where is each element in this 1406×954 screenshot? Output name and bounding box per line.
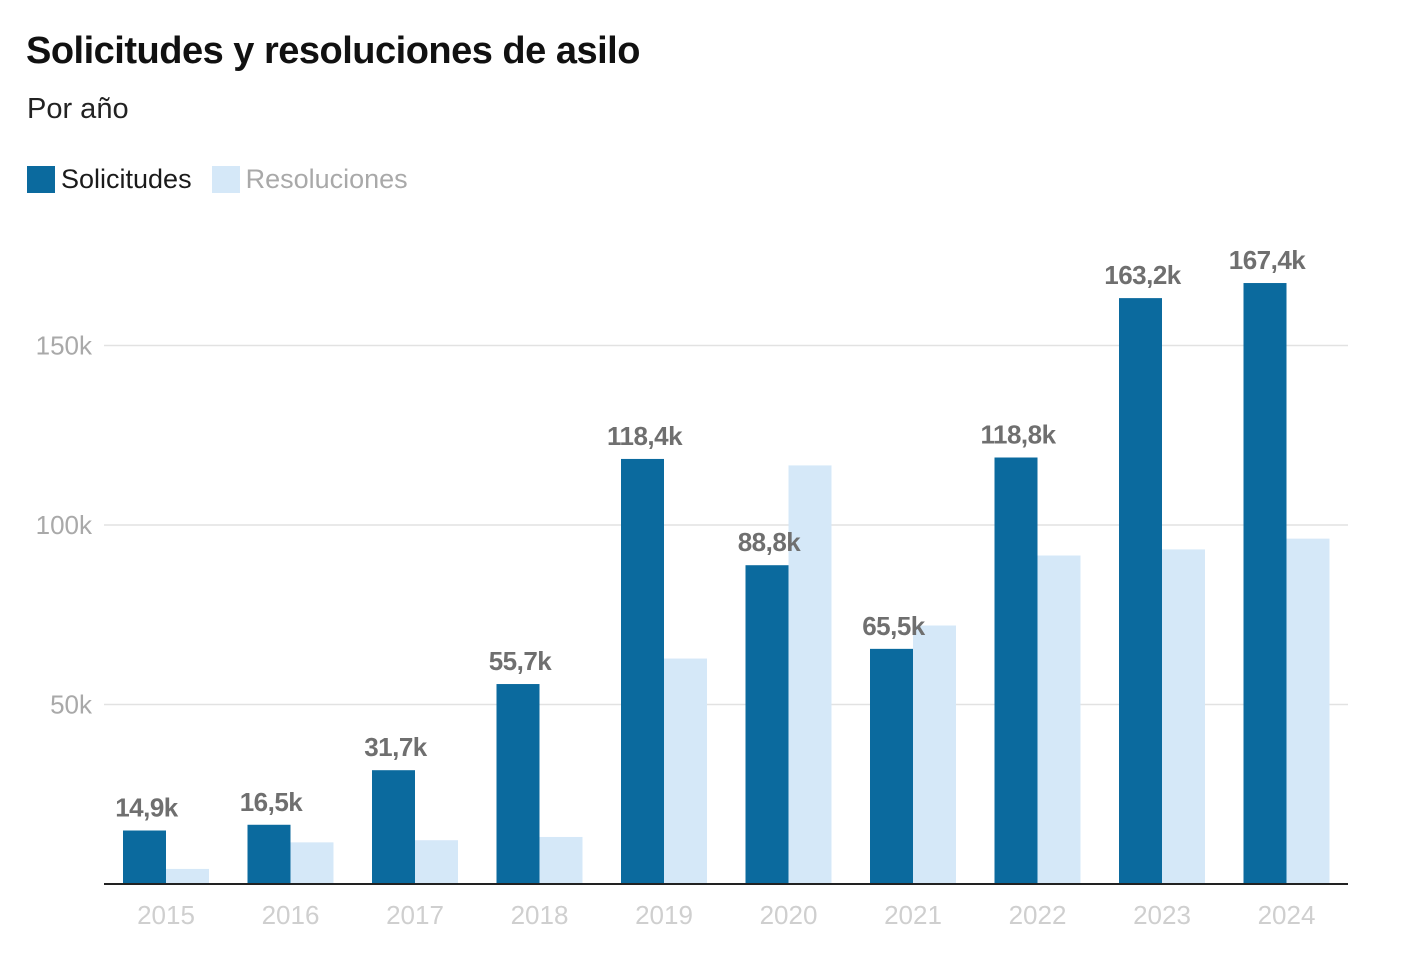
- x-tick-label-2022: 2022: [1009, 900, 1067, 930]
- bar-resoluciones-2022: [1037, 555, 1081, 884]
- x-tick-label-2024: 2024: [1258, 900, 1316, 930]
- bar-resoluciones-2024: [1286, 538, 1330, 884]
- legend: Solicitudes Resoluciones: [27, 162, 428, 196]
- bar-solicitudes-2023: [1119, 298, 1162, 884]
- bar-solicitudes-2022: [994, 457, 1038, 884]
- bar-solicitudes-2024: [1243, 283, 1287, 884]
- x-tick-label-2020: 2020: [760, 900, 818, 930]
- data-label-solicitudes-2019: 118,4k: [607, 421, 683, 451]
- bar-resoluciones-2016: [290, 842, 334, 884]
- chart-title: Solicitudes y resoluciones de asilo: [26, 30, 640, 72]
- bar-resoluciones-2021: [913, 625, 956, 884]
- y-tick-label: 150k: [36, 331, 93, 361]
- y-tick-label: 100k: [36, 510, 93, 540]
- data-labels: 14,9k 16,5k 31,7k 55,7k 118,4k 88,8k 65,5k 118,…: [115, 245, 1307, 823]
- data-label-solicitudes-2021: 65,5k: [862, 611, 926, 641]
- x-tick-label-2018: 2018: [511, 900, 569, 930]
- bar-solicitudes-2015: [123, 830, 166, 884]
- chart-subtitle: Por año: [27, 93, 129, 125]
- bar-solicitudes-2020: [745, 565, 789, 884]
- bar-resoluciones-2018: [539, 836, 583, 884]
- data-label-solicitudes-2016: 16,5k: [240, 787, 304, 817]
- data-label-solicitudes-2023: 163,2k: [1104, 260, 1182, 290]
- bar-resoluciones-2019: [664, 658, 707, 884]
- bar-solicitudes-2016: [247, 824, 291, 884]
- bar-resoluciones-2020: [788, 465, 832, 884]
- data-label-solicitudes-2017: 31,7k: [364, 732, 428, 762]
- legend-item-resoluciones[interactable]: Resoluciones: [211, 163, 408, 195]
- data-label-solicitudes-2018: 55,7k: [489, 646, 553, 676]
- legend-label-resoluciones: Resoluciones: [245, 163, 408, 194]
- data-label-solicitudes-2015: 14,9k: [115, 793, 179, 823]
- x-tick-label-2017: 2017: [386, 900, 444, 930]
- x-tick-label-2016: 2016: [262, 900, 320, 930]
- legend-swatch-solicitudes: [27, 165, 55, 193]
- bar-resoluciones-2017: [415, 840, 458, 884]
- data-label-solicitudes-2024: 167,4k: [1229, 245, 1307, 275]
- bar-resoluciones-2023: [1162, 549, 1205, 884]
- x-tick-label-2015: 2015: [137, 900, 195, 930]
- x-tick-label-2021: 2021: [884, 900, 942, 930]
- data-label-solicitudes-2022: 118,8k: [980, 420, 1056, 450]
- bar-resoluciones-2015: [166, 868, 209, 884]
- legend-swatch-resoluciones: [211, 165, 240, 193]
- legend-item-solicitudes[interactable]: Solicitudes: [27, 164, 192, 195]
- bar-solicitudes-2021: [870, 648, 913, 884]
- bars: [123, 283, 1330, 884]
- bar-solicitudes-2018: [496, 684, 540, 884]
- legend-label-solicitudes: Solicitudes: [61, 163, 192, 194]
- x-tick-label-2019: 2019: [635, 900, 693, 930]
- bar-solicitudes-2017: [372, 770, 415, 884]
- axes: 50k 100k 150k 2015 2016 2017 2018 2019 2020 2021 2…: [36, 331, 1348, 930]
- x-tick-label-2023: 2023: [1133, 900, 1191, 930]
- data-label-solicitudes-2020: 88,8k: [738, 527, 802, 557]
- bar-solicitudes-2019: [621, 458, 664, 884]
- y-tick-label: 50k: [50, 690, 93, 720]
